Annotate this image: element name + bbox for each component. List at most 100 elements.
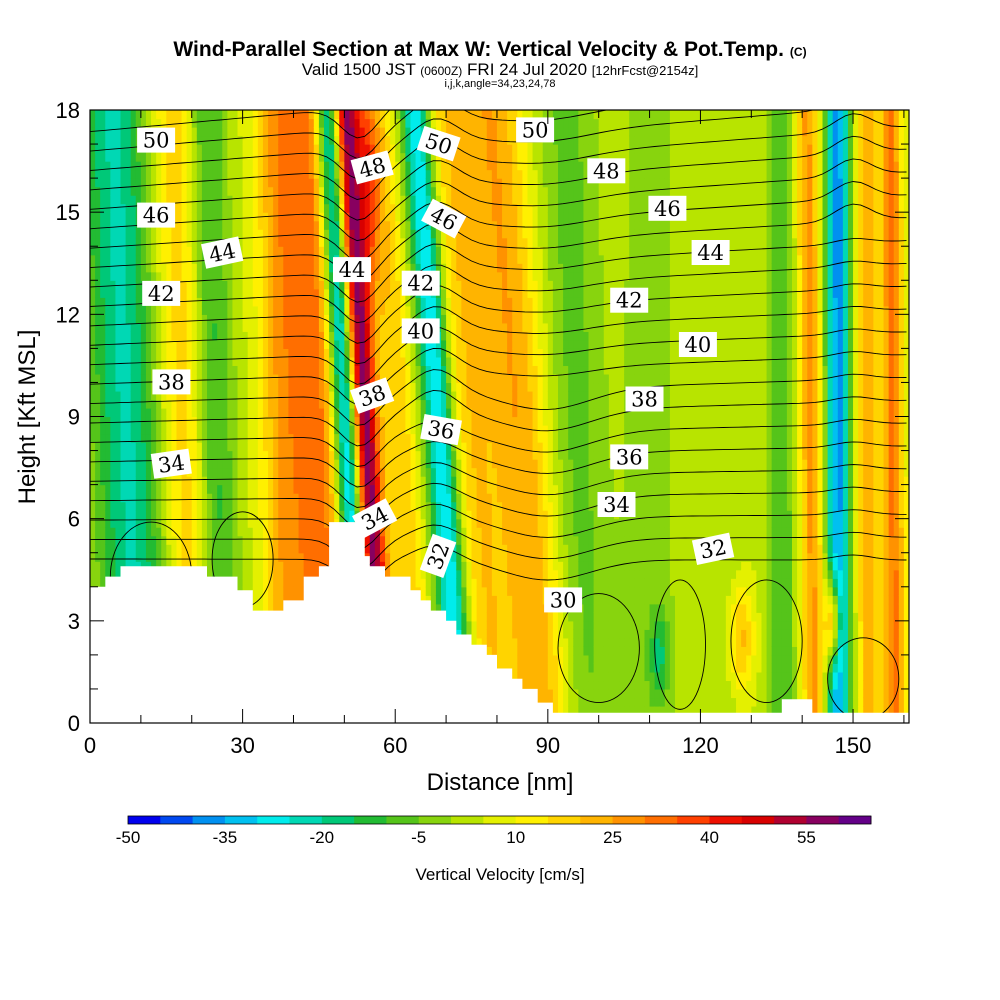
w-cell	[278, 595, 284, 605]
w-cell	[283, 356, 289, 367]
w-cell	[268, 595, 274, 605]
w-cell	[125, 297, 132, 307]
w-cell	[196, 339, 203, 349]
w-cell	[125, 314, 132, 324]
w-cell	[232, 331, 239, 341]
w-cell	[135, 552, 142, 562]
w-cell	[273, 127, 279, 137]
w-cell	[283, 288, 289, 298]
w-cell	[252, 314, 259, 324]
w-cell	[283, 297, 289, 307]
w-cell	[140, 348, 147, 358]
w-cell	[364, 118, 371, 128]
w-cell	[212, 152, 218, 162]
w-cell	[252, 544, 259, 554]
w-cell	[257, 229, 264, 239]
w-cell	[435, 356, 442, 367]
w-cell	[390, 237, 396, 247]
w-cell	[293, 467, 300, 477]
w-cell	[390, 527, 396, 537]
w-cell	[95, 467, 101, 477]
w-cell	[308, 373, 315, 384]
w-cell	[120, 212, 127, 222]
w-cell	[313, 186, 320, 196]
w-cell	[135, 356, 142, 367]
w-cell	[410, 144, 417, 154]
w-cell	[268, 552, 274, 562]
w-cell	[359, 365, 366, 375]
w-cell	[191, 280, 198, 290]
w-cell	[207, 152, 213, 162]
w-cell	[207, 331, 213, 341]
w-cell	[171, 246, 178, 256]
w-cell	[385, 348, 391, 358]
w-cell	[222, 229, 228, 239]
w-cell	[298, 195, 305, 205]
w-cell	[252, 510, 259, 520]
w-cell	[105, 169, 111, 179]
w-cell	[222, 356, 228, 367]
w-cell	[410, 161, 417, 171]
w-cell	[283, 220, 289, 230]
w-cell	[395, 476, 401, 486]
w-cell	[181, 263, 188, 273]
w-cell	[293, 263, 300, 273]
w-cell	[257, 144, 264, 154]
w-cell	[247, 356, 254, 367]
w-cell	[273, 135, 279, 145]
w-cell	[90, 144, 96, 154]
w-cell	[176, 518, 183, 528]
w-cell	[207, 569, 213, 579]
w-cell	[166, 254, 172, 264]
w-cell	[374, 254, 381, 264]
w-cell	[191, 178, 198, 188]
w-cell	[303, 407, 310, 418]
w-cell	[359, 348, 366, 358]
w-cell	[410, 339, 417, 349]
w-cell	[283, 263, 289, 273]
w-cell	[354, 280, 361, 290]
w-cell	[273, 459, 279, 469]
w-cell	[201, 237, 208, 247]
w-cell	[181, 425, 188, 435]
w-cell	[283, 552, 289, 562]
w-cell	[344, 442, 351, 452]
w-cell	[288, 544, 295, 554]
w-cell	[212, 518, 218, 528]
w-cell	[395, 127, 401, 137]
w-cell	[318, 237, 325, 247]
w-cell	[278, 169, 284, 179]
w-cell	[145, 152, 152, 162]
w-cell	[344, 348, 351, 358]
w-cell	[232, 476, 239, 486]
w-cell	[415, 356, 422, 367]
w-cell	[130, 220, 137, 230]
w-cell	[130, 263, 137, 273]
w-cell	[268, 467, 274, 477]
w-cell	[359, 356, 366, 367]
w-cell	[227, 161, 234, 171]
w-cell	[110, 254, 117, 264]
w-cell	[288, 561, 295, 571]
w-cell	[237, 518, 244, 528]
w-cell	[145, 501, 152, 511]
w-cell	[395, 229, 401, 239]
w-cell	[354, 501, 361, 511]
w-cell	[329, 186, 335, 196]
w-cell	[374, 271, 381, 281]
w-cell	[420, 152, 427, 162]
w-cell	[186, 297, 193, 307]
w-cell	[349, 169, 356, 179]
w-cell	[405, 152, 412, 162]
w-cell	[176, 544, 183, 554]
w-cell	[130, 237, 137, 247]
w-cell	[273, 203, 279, 213]
w-cell	[100, 484, 106, 494]
w-cell	[435, 263, 442, 273]
w-cell	[288, 365, 295, 375]
w-cell	[288, 552, 295, 562]
w-cell	[247, 425, 254, 435]
w-cell	[90, 382, 96, 392]
w-cell	[222, 510, 228, 520]
w-cell	[95, 271, 101, 281]
